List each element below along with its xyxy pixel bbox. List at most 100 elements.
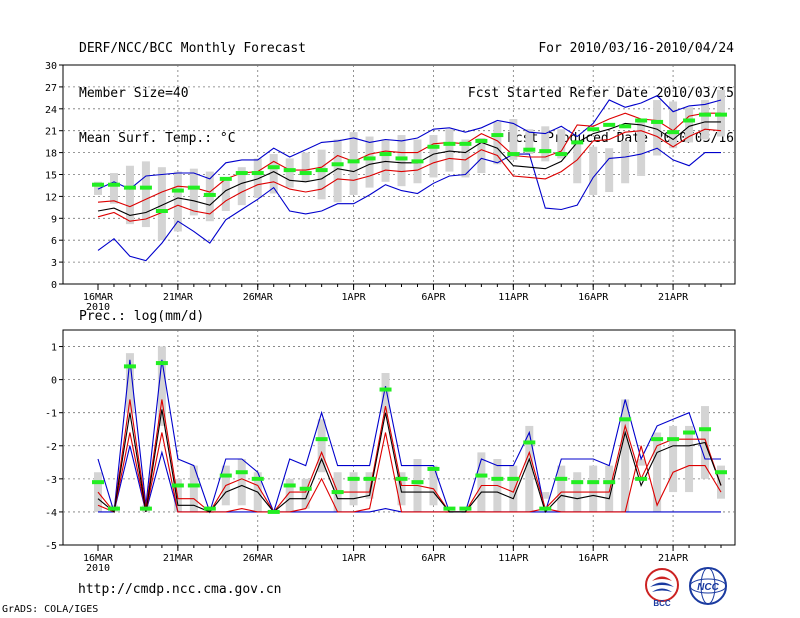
source-url[interactable]: http://cmdp.ncc.cma.gov.cn xyxy=(78,582,282,597)
observed-marker xyxy=(203,192,216,197)
spread-box xyxy=(317,419,326,473)
y-tick-label: -2 xyxy=(45,442,57,453)
observed-marker xyxy=(155,209,168,213)
spread-box xyxy=(589,465,598,512)
spread-box xyxy=(285,478,294,512)
observed-marker xyxy=(507,152,520,157)
observed-marker xyxy=(539,149,552,154)
spread-box xyxy=(109,173,118,204)
x-tick-label: 16MAR xyxy=(83,292,114,303)
x-tick-label: 6APR xyxy=(421,292,446,303)
x-year-label: 2010 xyxy=(86,563,110,574)
spread-box xyxy=(253,158,262,198)
y-tick-label: -1 xyxy=(45,409,57,420)
observed-marker xyxy=(267,509,280,514)
spread-box xyxy=(301,478,310,509)
observed-marker xyxy=(347,476,360,481)
observed-marker xyxy=(555,152,568,157)
observed-marker xyxy=(539,506,552,511)
observed-marker xyxy=(219,176,232,181)
observed-marker xyxy=(395,476,408,481)
observed-marker xyxy=(699,427,712,432)
observed-marker xyxy=(92,480,104,485)
observed-marker xyxy=(395,156,408,161)
spread-box xyxy=(381,373,390,413)
observed-marker xyxy=(603,122,616,127)
x-tick-label: 26MAR xyxy=(243,292,274,303)
y-tick-label: 30 xyxy=(45,61,57,72)
observed-marker xyxy=(219,473,232,478)
spread-box xyxy=(317,149,326,200)
observed-marker xyxy=(651,437,664,442)
series-max-line xyxy=(97,95,722,190)
spread-box xyxy=(94,181,102,195)
y-tick-label: 0 xyxy=(51,280,57,291)
spread-box xyxy=(269,154,278,194)
spread-box xyxy=(365,136,374,188)
y-tick-label: 0 xyxy=(51,376,57,387)
y-tick-label: 15 xyxy=(45,171,57,182)
observed-marker xyxy=(267,165,280,170)
observed-marker xyxy=(443,506,456,511)
observed-marker xyxy=(203,506,216,511)
observed-marker xyxy=(667,437,680,442)
spread-box xyxy=(541,492,550,499)
spread-box xyxy=(237,167,246,206)
spread-box xyxy=(141,161,150,228)
observed-marker xyxy=(427,144,440,149)
spread-box xyxy=(685,107,694,143)
observed-marker xyxy=(475,138,488,143)
observed-marker xyxy=(715,470,727,475)
observed-marker xyxy=(507,476,520,481)
spread-box xyxy=(717,465,725,499)
observed-marker xyxy=(331,490,344,495)
observed-marker xyxy=(379,387,392,392)
spread-box xyxy=(157,167,166,241)
observed-marker xyxy=(155,361,168,366)
observed-marker xyxy=(523,440,536,445)
x-year-label: 2010 xyxy=(86,302,110,313)
x-tick-label: 11APR xyxy=(498,553,529,564)
observed-marker xyxy=(443,141,456,146)
observed-marker xyxy=(92,182,104,187)
observed-marker xyxy=(331,162,344,167)
y-tick-label: 18 xyxy=(45,149,57,160)
spread-box xyxy=(557,465,566,512)
grads-credit: GrADS: COLA/IGES xyxy=(2,604,99,615)
y-tick-label: -3 xyxy=(45,475,57,486)
observed-marker xyxy=(699,112,712,117)
spread-box xyxy=(237,459,246,506)
panel-precipitation: -5 -4 -3 -2 -1 0 1 16MAR 21MAR 26MAR 1APR 6APR 11APR… xyxy=(45,329,736,574)
spread-box xyxy=(477,138,486,174)
spread-box xyxy=(397,472,406,506)
spread-box xyxy=(301,152,310,182)
y-tick-label: 21 xyxy=(45,127,57,138)
observed-marker xyxy=(603,480,616,485)
y-tick-label: 1 xyxy=(51,343,57,354)
spread-box xyxy=(605,465,614,512)
observed-marker xyxy=(411,159,424,164)
observed-marker xyxy=(587,127,600,132)
member-size: Member Size=40 xyxy=(79,86,189,101)
y-tick-label: -5 xyxy=(45,541,57,552)
observed-marker xyxy=(683,430,696,435)
observed-marker xyxy=(555,476,568,481)
observed-marker xyxy=(667,130,680,135)
observed-marker xyxy=(491,133,504,138)
series-upper-quantile-line xyxy=(97,112,721,208)
observed-marker xyxy=(619,417,632,422)
observed-marker xyxy=(635,118,648,123)
observed-marker xyxy=(283,483,296,488)
spread-box xyxy=(621,140,630,184)
fcst-started-date: Fcst Started Refer Date 2010/03/15 xyxy=(467,86,734,101)
observed-marker xyxy=(459,141,472,146)
observed-marker xyxy=(475,473,488,478)
observed-marker xyxy=(187,185,200,190)
observed-marker xyxy=(171,483,184,488)
spread-box xyxy=(157,346,166,426)
spread-box xyxy=(605,148,614,193)
observed-marker xyxy=(347,159,360,164)
observed-marker xyxy=(571,480,584,485)
observed-marker xyxy=(587,480,600,485)
